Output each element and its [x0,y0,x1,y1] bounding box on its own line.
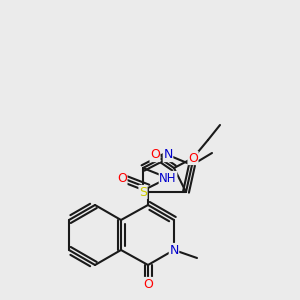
Text: N: N [163,148,173,161]
Text: N: N [169,244,179,256]
Text: O: O [150,148,160,161]
Text: S: S [139,185,147,199]
Text: O: O [117,172,127,184]
Text: O: O [143,278,153,290]
Text: NH: NH [159,172,177,184]
Text: O: O [188,152,198,164]
